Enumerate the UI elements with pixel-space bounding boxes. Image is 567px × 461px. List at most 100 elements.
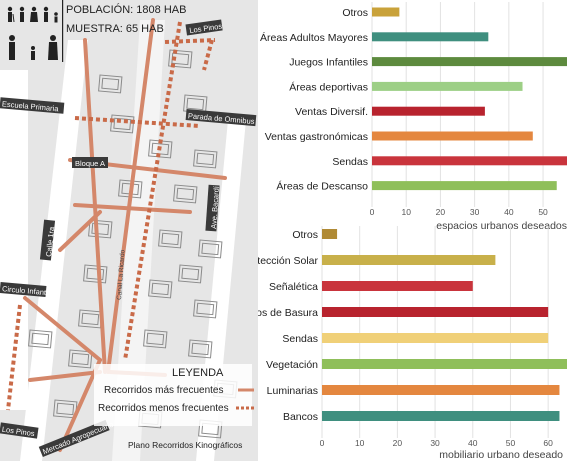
c1-category-label: Juegos Infantiles xyxy=(289,57,368,69)
legend-frequent-label: Recorridos más frecuentes xyxy=(104,385,224,396)
building-block-inner xyxy=(196,152,215,166)
legend-less-frequent-label: Recorridos menos frecuentes xyxy=(98,403,229,414)
building-block xyxy=(198,239,223,259)
building-block-inner xyxy=(191,342,210,356)
building-block-inner xyxy=(151,282,170,296)
c2-bar xyxy=(322,229,338,239)
c2-tick-label: 60 xyxy=(543,438,553,448)
building-block-inner xyxy=(31,332,50,346)
building-block-inner xyxy=(101,77,120,91)
c1-tick-label: 40 xyxy=(504,207,514,217)
building-block-inner xyxy=(201,242,220,256)
c1-category-label: Áreas Adultos Mayores xyxy=(260,31,368,44)
c2-category-labels: Otros Protección Solar Señalética Cestos de… xyxy=(258,229,318,423)
c2-bar xyxy=(322,333,549,343)
tag-mercado xyxy=(38,419,110,458)
man-icon-2 xyxy=(43,6,49,22)
building-block xyxy=(143,329,168,349)
legend-box xyxy=(94,364,252,426)
street-calle-1ra: Calle 1ra xyxy=(44,226,56,258)
c2-category-label: Otros xyxy=(292,229,318,241)
building-block xyxy=(193,149,218,169)
sample-icons xyxy=(9,35,58,60)
c2-tick-label: 20 xyxy=(393,438,403,448)
building-block-inner xyxy=(161,232,180,246)
c2-category-label: Protección Solar xyxy=(258,255,318,267)
c2-bar xyxy=(322,385,560,395)
building-block-inner xyxy=(181,267,200,281)
chart-espacios-urbanos: Otros Áreas Adultos Mayores Juegos Infanti… xyxy=(260,2,567,232)
building-block-inner xyxy=(196,302,215,316)
building-block-inner xyxy=(91,222,110,236)
c1-tick-label: 50 xyxy=(538,207,548,217)
c2-category-label: Cestos de Basura xyxy=(258,307,318,319)
c1-tick-label: 20 xyxy=(436,207,446,217)
c1-bar xyxy=(372,32,489,42)
building-block xyxy=(158,229,183,249)
woman-icon xyxy=(30,6,38,22)
c1-tick-label: 10 xyxy=(401,207,411,217)
sample-label: MUESTRA: 65 HAB xyxy=(66,23,164,35)
chart-mobiliario-urbano: Otros Protección Solar Señalética Cestos de… xyxy=(258,226,567,461)
child-icon xyxy=(54,12,58,23)
c2-x-axis-title: mobiliario urbano deseado xyxy=(439,449,563,461)
legend-title: LEYENDA xyxy=(172,367,224,379)
c2-category-label: Luminarias xyxy=(267,385,318,397)
building-block xyxy=(68,349,93,369)
c1-category-label: Ventas gastronómicas xyxy=(265,131,368,143)
building-block-inner xyxy=(56,402,75,416)
c1-tick-label: 30 xyxy=(470,207,480,217)
calle-1ra-road xyxy=(20,40,88,461)
c2-bar xyxy=(322,411,560,421)
c1-bar xyxy=(372,106,485,116)
c1-category-label: Otros xyxy=(342,7,368,19)
c1-category-label: Ventas Diversif. xyxy=(295,106,368,118)
c1-bar xyxy=(372,181,557,191)
c1-bar xyxy=(372,131,533,141)
elder-icon xyxy=(7,6,15,23)
population-icons xyxy=(7,6,58,23)
building-block-inner xyxy=(81,312,100,326)
c2-tick-label: 50 xyxy=(506,438,516,448)
c1-tick-labels: 0 10 20 30 40 50 xyxy=(370,207,548,217)
c2-bar xyxy=(322,307,549,317)
c1-category-labels: Otros Áreas Adultos Mayores Juegos Infanti… xyxy=(260,7,368,193)
c2-category-label: Bancos xyxy=(283,411,318,423)
c2-tick-label: 10 xyxy=(355,438,365,448)
c2-bar xyxy=(322,281,473,291)
c1-bar xyxy=(372,81,523,91)
c2-tick-labels: 0 10 20 30 40 50 60 xyxy=(320,438,554,448)
c2-tick-label: 30 xyxy=(430,438,440,448)
tag-los-pinos-bottom xyxy=(0,422,39,439)
building-block xyxy=(173,184,198,204)
c2-bar xyxy=(322,255,496,265)
c2-bar xyxy=(322,359,567,369)
building-block-inner xyxy=(176,187,195,201)
c1-bar xyxy=(372,156,567,166)
route-map: POBLACIÓN: 1808 HAB MUESTRA: 65 HAB Los … xyxy=(0,0,258,461)
tag-ave-bacardi xyxy=(205,184,220,232)
c1-x-axis-title: espacios urbanos deseados xyxy=(436,220,567,232)
elder-small-icon xyxy=(31,46,35,60)
c1-category-label: Áreas deportivas xyxy=(289,80,368,93)
map-left-strip xyxy=(0,70,28,410)
building-block xyxy=(188,339,213,359)
building-block xyxy=(110,114,135,134)
street-canal: Canal La Ricardo xyxy=(116,249,127,300)
c1-bar xyxy=(372,7,400,17)
building-block xyxy=(168,49,193,69)
building-block xyxy=(88,219,113,239)
tag-calle-1ra xyxy=(39,219,56,261)
c2-tick-label: 0 xyxy=(320,438,325,448)
c2-category-label: Sendas xyxy=(282,333,318,345)
woman-large-icon xyxy=(48,35,58,60)
building-block xyxy=(178,264,203,284)
tag-escuela xyxy=(0,97,65,114)
building-block xyxy=(193,299,218,319)
c2-tick-label: 40 xyxy=(468,438,478,448)
header-divider xyxy=(62,0,64,62)
tag-bloque-a xyxy=(72,157,108,168)
building-block-inner xyxy=(71,352,90,366)
tag-circulo xyxy=(0,282,47,297)
tag-parada xyxy=(185,109,257,127)
